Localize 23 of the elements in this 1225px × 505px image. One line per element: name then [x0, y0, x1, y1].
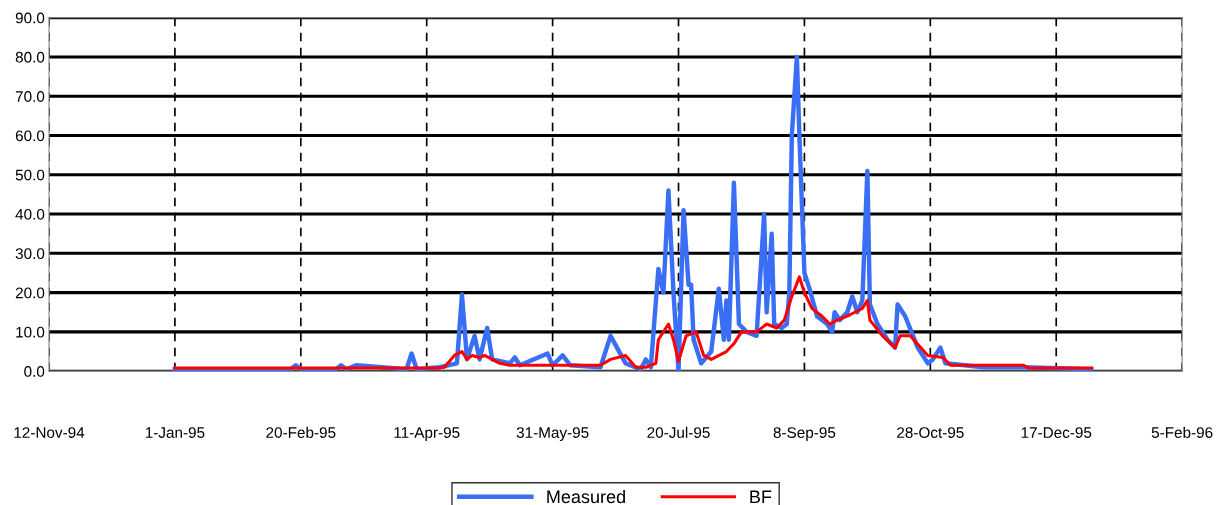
y-tick-label: 60.0 [15, 130, 45, 142]
x-tick-label: 31-May-95 [516, 427, 589, 441]
x-tick-label: 20-Feb-95 [266, 426, 336, 438]
y-tick-label: 10.0 [16, 326, 45, 338]
y-tick-label: 90.0 [15, 12, 45, 24]
x-tick-label: 28-Oct-95 [897, 427, 964, 438]
y-tick-label: 50.0 [15, 169, 45, 181]
y-tick-label: 0.0 [24, 366, 45, 377]
x-tick-label: 12-Nov-94 [14, 427, 85, 438]
y-tick-label: 80.0 [15, 51, 45, 63]
legend-label: Measured [547, 489, 625, 504]
y-tick-label: 20.0 [15, 287, 45, 299]
x-tick-label: 17-Dec-95 [1021, 427, 1092, 438]
y-tick-label: 30.0 [15, 248, 45, 260]
legend-label: BF [750, 490, 772, 504]
x-tick-label: 8-Sep-95 [773, 427, 836, 441]
x-tick-label: 1-Jan-95 [145, 427, 205, 438]
y-tick-label: 70.0 [15, 91, 45, 102]
y-tick-label: 40.0 [15, 208, 45, 220]
line-series [173, 275, 1093, 370]
x-tick-label: 5-Feb-96 [1151, 426, 1213, 438]
x-tick-label: 11-Apr-95 [394, 427, 460, 441]
x-tick-label: 20-Jul-95 [647, 426, 710, 438]
